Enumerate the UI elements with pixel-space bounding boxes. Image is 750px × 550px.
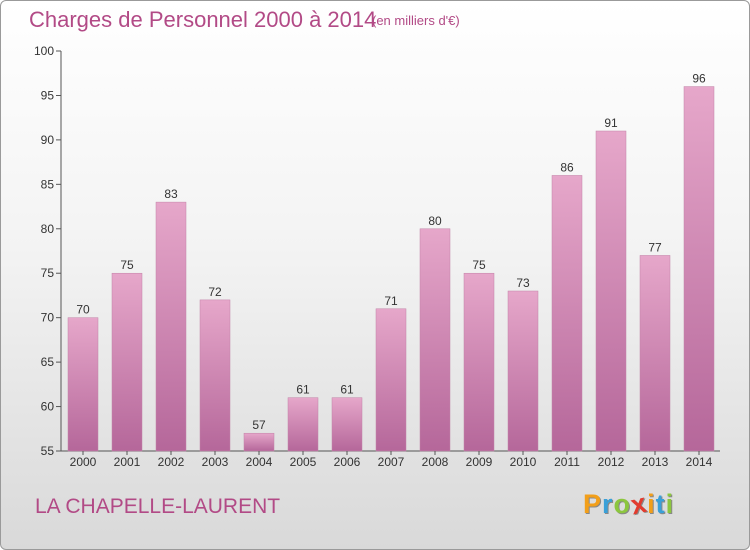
- bar: [155, 201, 187, 452]
- chart-title: Charges de Personnel 2000 à 2014: [29, 7, 377, 32]
- bar-value-label: 72: [208, 285, 222, 299]
- bar: [507, 290, 539, 452]
- bar: [595, 130, 627, 452]
- bar-value-label: 75: [120, 258, 134, 272]
- logo-letter: r: [602, 489, 614, 519]
- y-tick-label: 75: [41, 266, 55, 280]
- proxiti-logo: Proxiti: [583, 488, 675, 521]
- x-tick-label: 2010: [510, 455, 537, 469]
- location-label: LA CHAPELLE-LAURENT: [35, 495, 281, 518]
- y-tick-label: 95: [41, 88, 55, 102]
- chart-subtitle: (en milliers d'€): [372, 13, 460, 28]
- bar: [331, 397, 363, 452]
- plot-area: 55 60 65 70 75 80 85 90 95 100 70 2000 75 2001 83 2002 7…: [34, 44, 720, 469]
- bar: [639, 255, 671, 452]
- logo-letter: P: [583, 489, 603, 519]
- x-tick-label: 2006: [334, 455, 361, 469]
- bar: [551, 175, 583, 452]
- y-tick-label: 100: [34, 44, 54, 58]
- x-tick-label: 2001: [114, 455, 141, 469]
- bar-value-label: 80: [428, 214, 442, 228]
- logo-letter: i: [647, 489, 656, 519]
- logo-letter: o: [613, 489, 632, 519]
- bar: [111, 272, 143, 452]
- y-tick-label: 90: [41, 133, 55, 147]
- bar: [463, 272, 495, 452]
- bar-value-label: 91: [604, 116, 618, 130]
- x-tick-label: 2002: [158, 455, 185, 469]
- bar-value-label: 57: [252, 418, 266, 432]
- x-tick-label: 2005: [290, 455, 317, 469]
- x-tick-label: 2014: [686, 455, 713, 469]
- y-tick-label: 65: [41, 355, 55, 369]
- bar: [287, 397, 319, 452]
- logo-letter: t: [655, 489, 666, 519]
- bar-value-label: 61: [340, 383, 354, 397]
- logo-letter: i: [665, 489, 675, 519]
- bar-value-label: 86: [560, 160, 574, 174]
- y-tick-label: 55: [41, 444, 55, 458]
- y-tick-label: 70: [41, 311, 55, 325]
- x-tick-label: 2013: [642, 455, 669, 469]
- x-tick-label: 2009: [466, 455, 493, 469]
- bar: [375, 308, 407, 452]
- bar-value-label: 71: [384, 294, 398, 308]
- bar: [199, 299, 231, 452]
- bar-value-label: 77: [648, 240, 662, 254]
- bar: [243, 432, 275, 452]
- x-tick-label: 2003: [202, 455, 229, 469]
- y-tick-label: 80: [41, 222, 55, 236]
- bar: [683, 86, 715, 452]
- bar: [67, 317, 99, 452]
- x-tick-label: 2000: [70, 455, 97, 469]
- bar: [419, 228, 451, 452]
- x-tick-label: 2007: [378, 455, 405, 469]
- x-tick-label: 2012: [598, 455, 625, 469]
- bar-value-label: 96: [692, 72, 706, 86]
- y-tick-label: 60: [41, 400, 55, 414]
- bar-value-label: 75: [472, 258, 486, 272]
- bar-value-label: 73: [516, 276, 530, 290]
- y-tick-label: 85: [41, 177, 55, 191]
- x-tick-label: 2008: [422, 455, 449, 469]
- bar-value-label: 83: [164, 187, 178, 201]
- bar-value-label: 61: [296, 383, 310, 397]
- x-tick-label: 2011: [554, 455, 580, 469]
- bar-value-label: 70: [76, 303, 90, 317]
- x-tick-label: 2004: [246, 455, 273, 469]
